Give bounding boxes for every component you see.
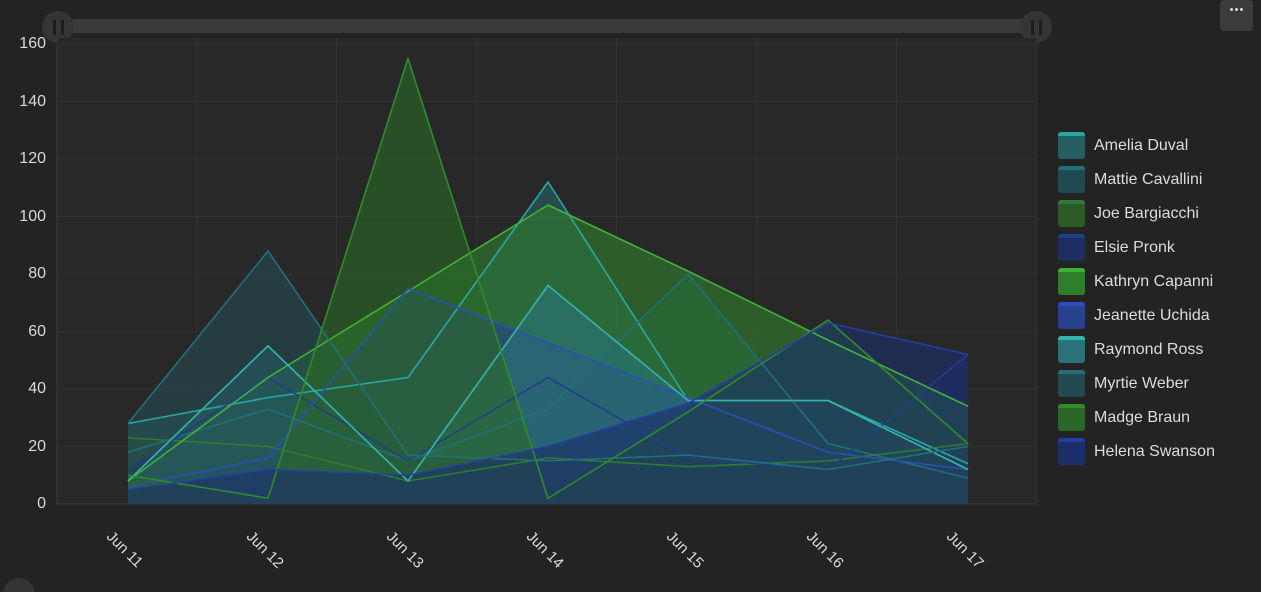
legend-swatch-icon bbox=[1058, 166, 1085, 193]
y-tick-label: 40 bbox=[28, 380, 46, 397]
legend-swatch-icon bbox=[1058, 132, 1085, 159]
legend-item[interactable]: Jeanette Uchida bbox=[1058, 302, 1215, 329]
scrollbar-left-handle[interactable] bbox=[42, 11, 74, 43]
kebab-horizontal-icon bbox=[1230, 8, 1233, 11]
legend-swatch-icon bbox=[1058, 302, 1085, 329]
legend-label: Myrtie Weber bbox=[1094, 374, 1189, 392]
legend-swatch-icon bbox=[1058, 370, 1085, 397]
legend-item[interactable]: Elsie Pronk bbox=[1058, 234, 1215, 261]
legend-swatch-icon bbox=[1058, 404, 1085, 431]
y-tick-label: 100 bbox=[19, 207, 46, 225]
next-panel-scrollbar-handle[interactable] bbox=[3, 578, 35, 592]
panel-menu-button[interactable] bbox=[1220, 0, 1253, 31]
legend-label: Kathryn Capanni bbox=[1094, 272, 1214, 290]
legend-item[interactable]: Amelia Duval bbox=[1058, 132, 1215, 159]
time-range-scrollbar[interactable] bbox=[58, 19, 1037, 33]
grip-bars-icon bbox=[60, 19, 64, 35]
legend-swatch-icon bbox=[1058, 200, 1085, 227]
grip-bars-icon bbox=[1030, 19, 1034, 35]
scrollbar-right-handle[interactable] bbox=[1020, 11, 1052, 43]
legend-label: Madge Braun bbox=[1094, 408, 1191, 426]
y-tick-label: 120 bbox=[19, 150, 46, 167]
legend-swatch-icon bbox=[1058, 438, 1085, 465]
legend-label: Helena Swanson bbox=[1094, 442, 1215, 460]
legend-label: Jeanette Uchida bbox=[1094, 306, 1210, 324]
kebab-horizontal-icon bbox=[1240, 8, 1243, 11]
y-tick-label: 60 bbox=[28, 322, 46, 340]
y-tick-label: 160 bbox=[19, 35, 46, 52]
grip-bars-icon bbox=[52, 19, 56, 35]
legend-item[interactable]: Madge Braun bbox=[1058, 404, 1215, 431]
legend-swatch-icon bbox=[1058, 234, 1085, 261]
legend-item[interactable]: Myrtie Weber bbox=[1058, 370, 1215, 397]
legend-label: Amelia Duval bbox=[1094, 136, 1189, 154]
legend-label: Mattie Cavallini bbox=[1094, 170, 1203, 188]
legend-item[interactable]: Helena Swanson bbox=[1058, 438, 1215, 465]
kebab-horizontal-icon bbox=[1235, 8, 1238, 11]
legend-label: Joe Bargiacchi bbox=[1094, 204, 1199, 222]
legend-label: Raymond Ross bbox=[1094, 340, 1204, 358]
y-tick-label: 0 bbox=[37, 495, 46, 512]
y-tick-label: 80 bbox=[28, 265, 46, 282]
legend-item[interactable]: Kathryn Capanni bbox=[1058, 268, 1215, 295]
y-tick-label: 20 bbox=[28, 437, 46, 455]
legend-item[interactable]: Joe Bargiacchi bbox=[1058, 200, 1215, 227]
legend-swatch-icon bbox=[1058, 336, 1085, 363]
grip-bars-icon bbox=[1038, 19, 1042, 35]
legend-item[interactable]: Raymond Ross bbox=[1058, 336, 1215, 363]
legend-swatch-icon bbox=[1058, 268, 1085, 295]
y-tick-label: 140 bbox=[19, 92, 46, 110]
legend-label: Elsie Pronk bbox=[1094, 238, 1175, 256]
legend-item[interactable]: Mattie Cavallini bbox=[1058, 166, 1215, 193]
chart-legend: Amelia Duval Mattie Cavallini Joe Bargiacc… bbox=[1058, 132, 1215, 472]
